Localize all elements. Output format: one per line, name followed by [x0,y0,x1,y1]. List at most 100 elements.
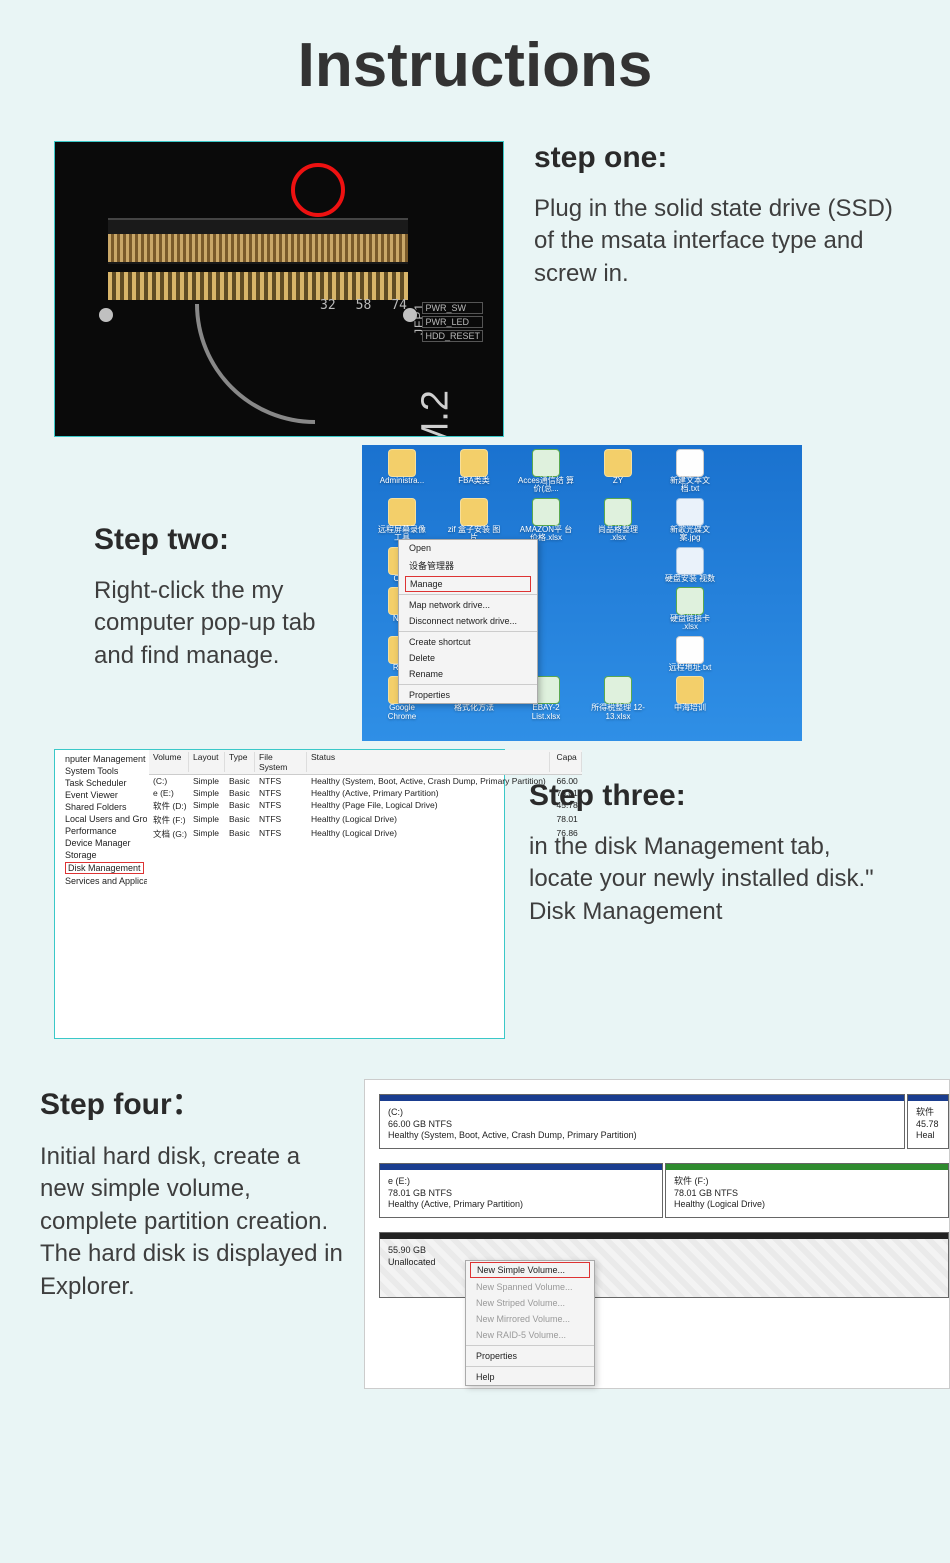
desktop-icon [728,587,796,632]
desktop-icon-label: 硬盘安装 视数 [665,575,715,583]
menu-separator [399,594,537,595]
menu-shortcut[interactable]: Create shortcut [399,634,537,650]
menu-new-simple-volume[interactable]: New Simple Volume... [470,1262,590,1278]
step1-body: Plug in the solid state drive (SSD) of t… [534,193,896,290]
tree-item[interactable]: Performance [57,825,147,837]
table-cell: NTFS [255,828,307,840]
tree-item[interactable]: Local Users and Groups [57,813,147,825]
table-cell: 软件 (F:) [149,814,189,826]
m2-slot-pins [108,234,408,262]
table-row[interactable]: (C:)SimpleBasicNTFSHealthy (System, Boot… [149,775,582,787]
menu-new-spanned: New Spanned Volume... [466,1279,594,1295]
desktop-icon-label: 所得税整理 12-13.xlsx [590,704,646,721]
partition-bar-icon [380,1095,904,1101]
table-row[interactable]: 文档 (G:)SimpleBasicNTFSHealthy (Logical D… [149,827,582,841]
txt-icon [676,636,704,664]
desktop-icon[interactable]: 新建文本文 档.txt [656,449,724,494]
menu-properties[interactable]: Properties [399,687,537,703]
desktop-icon[interactable]: 远程地址.txt [656,636,724,672]
menu-delete[interactable]: Delete [399,650,537,666]
part-name: e (E:) [388,1170,654,1188]
txt-icon [676,449,704,477]
table-cell: Basic [225,776,255,786]
menu-map[interactable]: Map network drive... [399,597,537,613]
desktop-icon[interactable]: FBA类类 [440,449,508,494]
pin-label: PWR_SW [422,302,483,314]
desktop-icon[interactable]: 硬盘安装 视数 [656,547,724,583]
silkscreen-curve [195,304,315,424]
table-cell: NTFS [255,800,307,812]
table-cell: 软件 (D:) [149,800,189,812]
part-name: (C:) [388,1101,896,1119]
tree-item[interactable]: Task Scheduler [57,777,147,789]
pin-label: PWR_LED [422,316,483,328]
tree-diskmgmt[interactable]: Disk Management [57,861,147,875]
table-cell: Healthy (Page File, Logical Drive) [307,800,550,812]
tree-storage[interactable]: Storage [57,849,147,861]
pin-numbers: 32 58 74 [320,298,407,313]
desktop-icon[interactable]: 硬盘链接卡 .xlsx [656,587,724,632]
partition-bar-icon [380,1164,662,1170]
xl-icon [532,449,560,477]
desktop-icon[interactable]: 新歌光碟文 案.jpg [656,498,724,543]
desktop-icon-label: 新歌光碟文 案.jpg [662,526,718,543]
xl-icon [532,498,560,526]
col-layout[interactable]: Layout [189,752,225,772]
xl-icon [604,498,632,526]
pin-num: 32 [320,298,336,313]
step4-row: Step four： Initial hard disk, create a n… [0,1079,950,1389]
desktop-icon[interactable]: zif 盒子安装 图片 [440,498,508,543]
step2-row: Step two: Right-click the my computer po… [0,445,950,741]
desktop-icon[interactable]: AMAZON平 台价格.xlsx [512,498,580,543]
menu-help[interactable]: Help [466,1369,594,1385]
desktop-icon [584,547,652,583]
step4-body2: The hard disk is displayed in Explorer. [40,1238,350,1303]
menu-open[interactable]: Open [399,540,537,556]
partition-d1[interactable]: 软件 45.78 Heal [907,1094,949,1149]
menu-devmgr[interactable]: 设备管理器 [399,556,537,575]
table-cell: Basic [225,800,255,812]
instructions-page: Instructions 32 58 74 JFP1 PWR_SW PWR_LE… [0,0,950,1389]
col-type[interactable]: Type [225,752,255,772]
tree-item[interactable]: Device Manager [57,837,147,849]
partition-f[interactable]: 软件 (F:) 78.01 GB NTFS Healthy (Logical D… [665,1163,949,1218]
partition-bar-icon [666,1164,948,1170]
tree-root[interactable]: nputer Management (Local [57,753,147,765]
col-status[interactable]: Status [307,752,550,772]
m2-label: M.2 [414,390,457,437]
menu-manage[interactable]: Manage [405,576,531,592]
table-cell: e (E:) [149,788,189,798]
tree-systools[interactable]: System Tools [57,765,147,777]
partition-e[interactable]: e (E:) 78.01 GB NTFS Healthy (Active, Pr… [379,1163,663,1218]
menu-new-mirrored: New Mirrored Volume... [466,1311,594,1327]
menu-separator [466,1366,594,1367]
tree-item[interactable]: Event Viewer [57,789,147,801]
desktop-icon[interactable]: 远程屏幕录像 工具 [368,498,436,543]
table-row[interactable]: e (E:)SimpleBasicNTFSHealthy (Active, Pr… [149,787,582,799]
col-filesystem[interactable]: File System [255,752,307,772]
desktop-icon[interactable]: Administra... [368,449,436,494]
desktop-icon[interactable]: 中海培训 [656,676,724,721]
xl-icon [676,587,704,615]
menu-disconnect[interactable]: Disconnect network drive... [399,613,537,629]
desktop-icon[interactable]: 尚品格整理 .xlsx [584,498,652,543]
table-row[interactable]: 软件 (D:)SimpleBasicNTFSHealthy (Page File… [149,799,582,813]
disk-management-screenshot: (C:) 66.00 GB NTFS Healthy (System, Boot… [364,1079,950,1389]
menu-rename[interactable]: Rename [399,666,537,682]
table-row[interactable]: 软件 (F:)SimpleBasicNTFSHealthy (Logical D… [149,813,582,827]
volume-table: Volume Layout Type File System Status Ca… [149,750,582,1038]
desktop-icon[interactable]: ZY [584,449,652,494]
table-cell: Healthy (Logical Drive) [307,828,550,840]
menu-new-raid5: New RAID-5 Volume... [466,1327,594,1343]
col-volume[interactable]: Volume [149,752,189,772]
desktop-icon[interactable]: Acces通信结 算价(总... [512,449,580,494]
partition-c[interactable]: (C:) 66.00 GB NTFS Healthy (System, Boot… [379,1094,905,1149]
desktop-icon-label: 硬盘链接卡 .xlsx [662,615,718,632]
tree-services[interactable]: Services and Applications [57,875,147,887]
doc-icon [676,498,704,526]
desktop-icon[interactable]: 所得税整理 12-13.xlsx [584,676,652,721]
tree-item[interactable]: Shared Folders [57,801,147,813]
table-cell: Healthy (Logical Drive) [307,814,550,826]
table-cell: Basic [225,814,255,826]
menu-properties[interactable]: Properties [466,1348,594,1364]
